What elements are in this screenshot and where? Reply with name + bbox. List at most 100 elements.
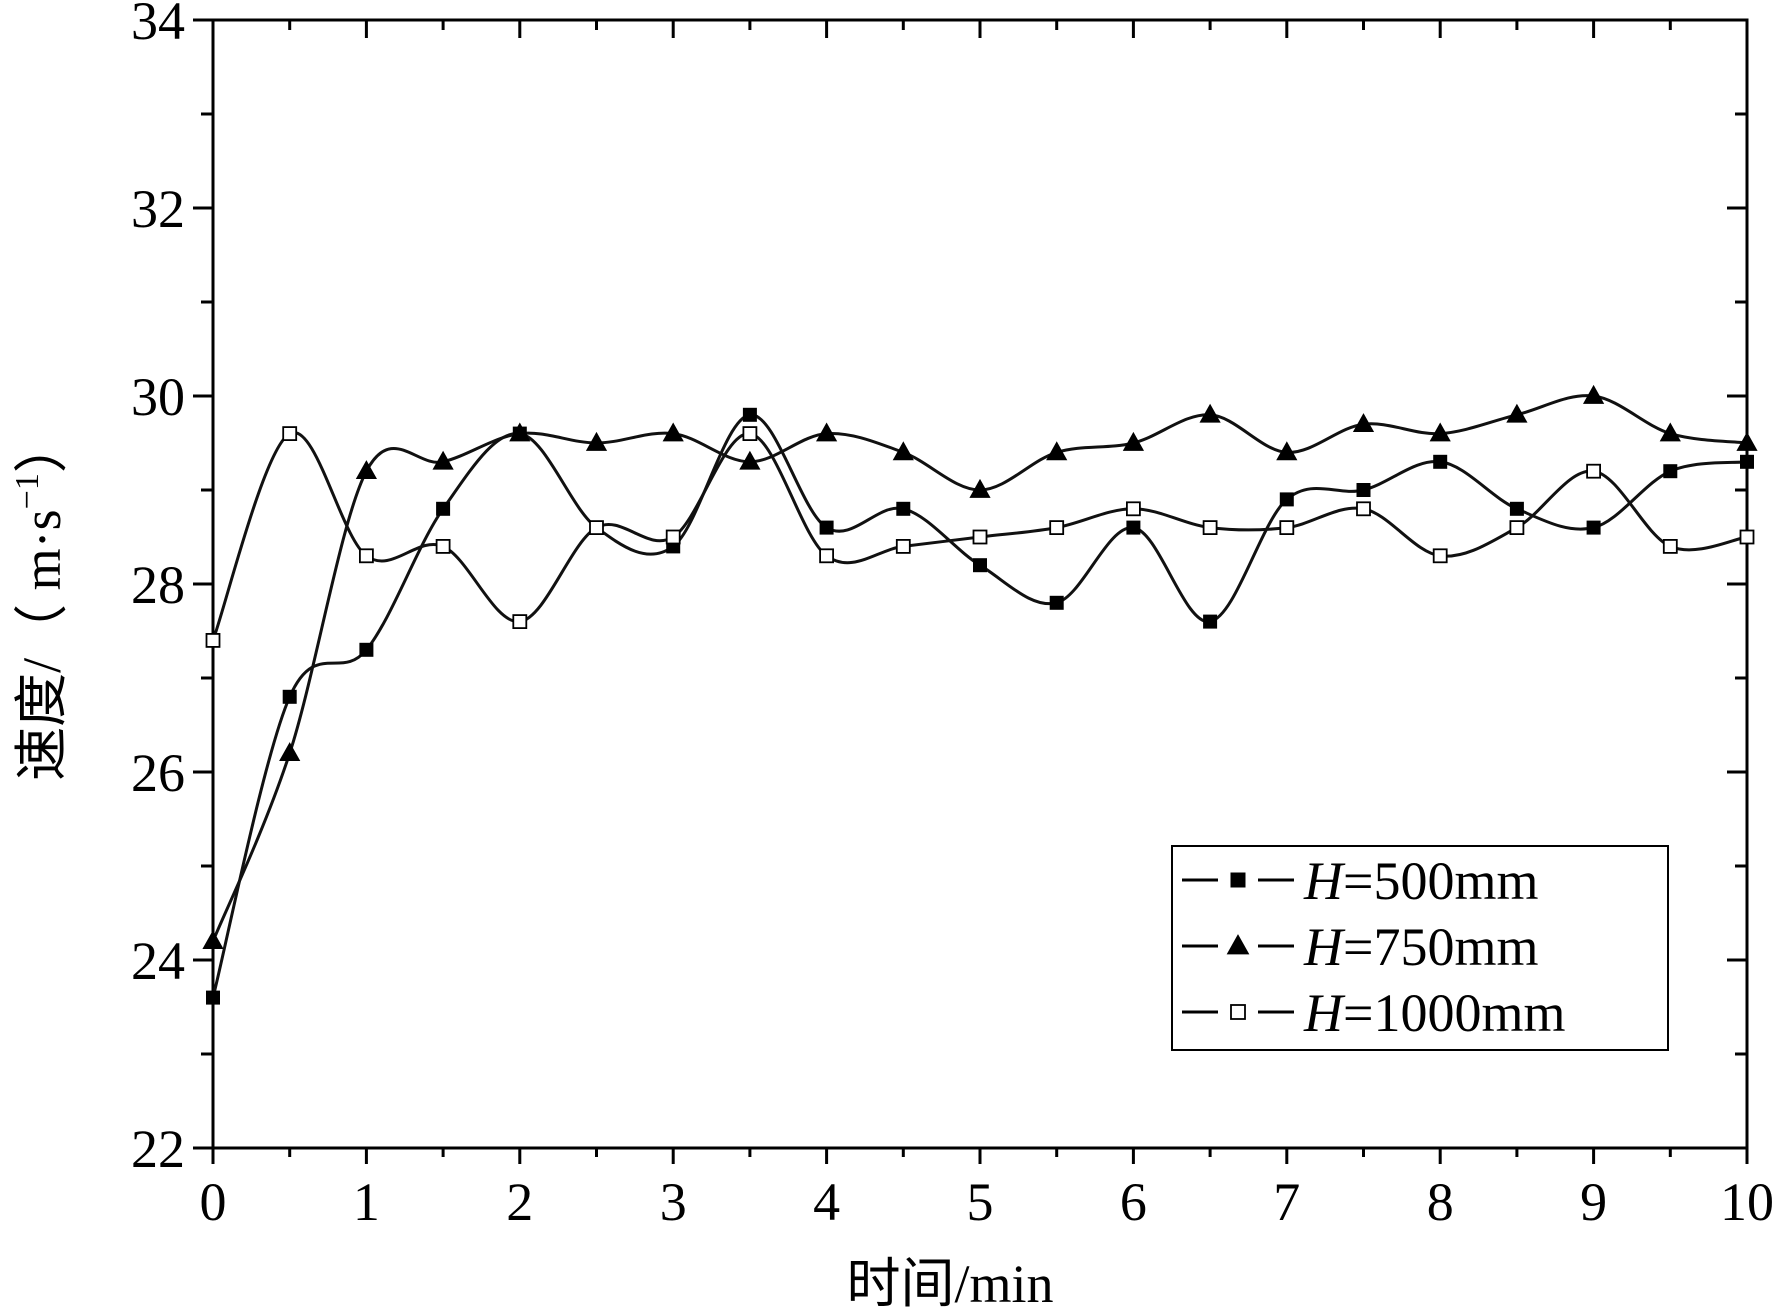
data-point-h-500mm [282, 689, 297, 704]
data-point-h-750mm [1582, 384, 1605, 404]
data-point-h-1000mm [282, 426, 298, 442]
data-point-h-1000mm [742, 426, 758, 442]
y-axis-title-sup: −1 [9, 473, 46, 509]
data-point-h-750mm [1659, 422, 1681, 442]
data-point-h-1000mm [435, 539, 451, 554]
data-point-h-500mm [359, 642, 374, 657]
x-tick-label: 5 [967, 1172, 994, 1232]
data-point-h-500mm [742, 407, 757, 422]
y-tick-label: 26 [131, 743, 185, 803]
legend-label-rest: =500mm [1343, 851, 1538, 911]
data-point-h-500mm [206, 990, 220, 1005]
legend-label-h-750mm: H=750mm [1303, 917, 1538, 977]
y-axis-title: 速度/（ m·s−1） [9, 419, 72, 781]
data-point-h-1000mm [819, 548, 834, 564]
data-point-h-1000mm [895, 539, 911, 554]
legend-marker-h-1000mm [1230, 1004, 1246, 1020]
x-tick-label: 10 [1720, 1172, 1774, 1232]
data-point-h-1000mm [1432, 548, 1448, 564]
x-tick-label: 7 [1273, 1172, 1300, 1232]
x-axis-title: 时间/min [846, 1254, 1053, 1310]
data-point-h-750mm [355, 460, 378, 480]
data-point-h-1000mm [358, 548, 374, 564]
data-point-h-1000mm [1049, 520, 1065, 535]
data-point-h-1000mm [665, 529, 681, 545]
data-point-h-750mm [969, 478, 991, 498]
y-axis-title-close: ） [12, 419, 72, 473]
legend-label-var: H [1303, 917, 1346, 977]
legend-label-h-1000mm: H=1000mm [1303, 983, 1565, 1043]
legend-box [1171, 845, 1669, 1051]
data-point-h-750mm [509, 422, 531, 442]
data-point-h-1000mm [1202, 520, 1218, 535]
legend-marker-h-750mm [1226, 934, 1250, 955]
data-point-h-500mm [1663, 464, 1678, 479]
data-point-h-750mm [739, 450, 761, 470]
x-tick-label: 0 [200, 1172, 227, 1232]
data-point-h-750mm [1736, 431, 1758, 451]
data-point-h-750mm [1199, 403, 1221, 423]
y-axis-title-main: 速度/（ m·s [12, 509, 72, 781]
y-tick-label: 34 [131, 0, 185, 51]
x-tick-label: 2 [506, 1172, 533, 1232]
x-tick-label: 3 [660, 1172, 687, 1232]
data-point-h-500mm [1740, 454, 1754, 469]
data-point-h-500mm [1509, 501, 1524, 516]
data-point-h-500mm [819, 520, 834, 535]
data-point-h-1000mm [1126, 501, 1141, 517]
data-point-h-750mm [1276, 441, 1298, 461]
fit-curve-h-750mm [211, 394, 1748, 942]
data-point-h-500mm [1126, 520, 1141, 535]
x-tick-label: 8 [1427, 1172, 1454, 1232]
x-tick-label: 4 [813, 1172, 840, 1232]
data-point-h-750mm [279, 742, 301, 762]
legend-label-var: H [1303, 983, 1346, 1043]
data-point-h-1000mm [1509, 520, 1525, 535]
data-point-h-500mm [1433, 454, 1448, 469]
data-point-h-500mm [896, 501, 911, 516]
data-point-h-750mm [585, 431, 608, 451]
data-point-h-750mm [892, 441, 914, 461]
data-point-h-750mm [202, 930, 224, 950]
data-point-h-1000mm [1662, 539, 1678, 554]
data-point-h-1000mm [1279, 520, 1295, 535]
data-point-h-750mm [662, 422, 684, 442]
data-point-h-750mm [1046, 441, 1068, 461]
data-point-h-500mm [1279, 492, 1294, 507]
y-tick-label: 22 [131, 1119, 185, 1179]
data-point-h-1000mm [972, 529, 988, 545]
legend-label-rest: =750mm [1343, 917, 1538, 977]
data-point-h-500mm [1203, 614, 1218, 629]
x-tick-label: 6 [1120, 1172, 1147, 1232]
data-point-h-750mm [1122, 431, 1145, 451]
data-point-h-1000mm [205, 633, 221, 648]
data-point-h-750mm [815, 422, 838, 442]
fit-curve-h-500mm [211, 413, 1748, 998]
data-point-h-1000mm [512, 614, 528, 629]
data-point-h-750mm [1506, 403, 1528, 423]
data-point-h-500mm [1356, 483, 1371, 497]
legend-marker-h-500mm [1230, 872, 1246, 888]
y-tick-label: 30 [131, 367, 185, 427]
y-tick-label: 24 [131, 931, 185, 991]
axes [193, 18, 1749, 1164]
legend-label-h-500mm: H=500mm [1303, 851, 1538, 911]
y-tick-label: 32 [131, 179, 185, 239]
x-tick-label: 9 [1580, 1172, 1607, 1232]
y-tick-label: 28 [131, 555, 185, 615]
data-points [202, 384, 1758, 1005]
x-tick-label: 1 [353, 1172, 380, 1232]
data-point-h-750mm [432, 450, 454, 470]
data-point-h-1000mm [1739, 529, 1755, 545]
data-point-h-500mm [1586, 520, 1601, 535]
data-point-h-500mm [1049, 595, 1064, 610]
data-point-h-500mm [436, 501, 451, 516]
legend-label-rest: =1000mm [1343, 983, 1565, 1043]
data-point-h-500mm [973, 558, 987, 573]
data-point-h-1000mm [1586, 463, 1601, 479]
data-point-h-750mm [1352, 413, 1375, 433]
